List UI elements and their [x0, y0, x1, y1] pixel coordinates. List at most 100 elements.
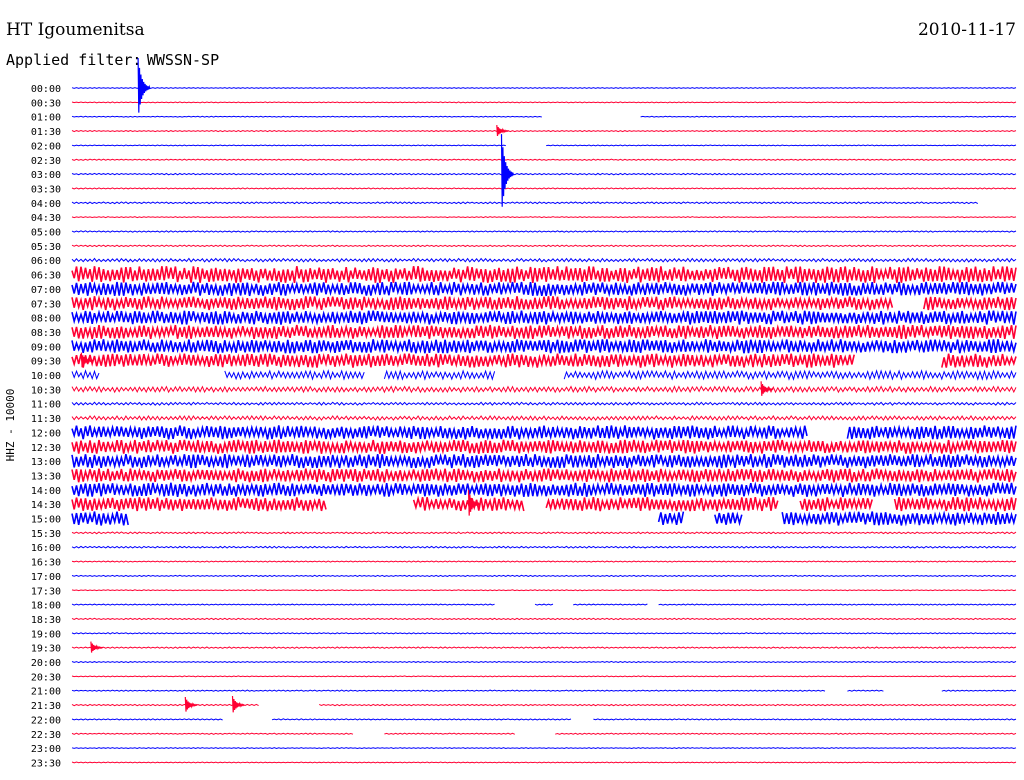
time-label: 18:30 [31, 615, 61, 626]
trace-line [71, 244, 1017, 248]
trace-line [71, 467, 1017, 484]
event-spike [184, 696, 198, 712]
time-label: 23:30 [31, 758, 61, 769]
time-label: 03:00 [31, 170, 61, 181]
trace-line [71, 632, 1017, 635]
time-label: 20:30 [31, 672, 61, 683]
time-label: 18:00 [31, 601, 61, 612]
time-label: 00:30 [31, 98, 61, 109]
trace-line [71, 338, 1017, 355]
trace-line [71, 294, 1017, 312]
time-label: 07:00 [31, 285, 61, 296]
time-label: 00:00 [31, 84, 61, 95]
trace-line [71, 574, 1017, 578]
trace-line [71, 187, 1017, 190]
time-label: 03:30 [31, 184, 61, 195]
time-label: 02:00 [31, 141, 61, 152]
event-spike [760, 381, 774, 396]
event-spike [231, 695, 245, 713]
time-label: 16:30 [31, 558, 61, 569]
time-label: 11:00 [31, 400, 61, 411]
trace-line [71, 87, 1017, 89]
trace-line [71, 646, 1017, 649]
time-label: 08:00 [31, 314, 61, 325]
time-label: 13:30 [31, 471, 61, 482]
trace-line [71, 281, 1017, 298]
trace-line [71, 617, 1017, 621]
trace-line [71, 401, 1017, 406]
time-label: 09:00 [31, 342, 61, 353]
filter-label: Applied filter: [6, 51, 142, 69]
trace-line [71, 216, 1017, 219]
trace-line [71, 309, 1017, 326]
trace-line [71, 703, 1017, 707]
time-label: 17:00 [31, 572, 61, 583]
event-spike [500, 134, 514, 207]
time-label: 06:00 [31, 256, 61, 267]
trace-line [71, 531, 1017, 535]
time-label: 15:30 [31, 529, 61, 540]
record-date: 2010-11-17 [917, 20, 1016, 40]
time-label: 20:00 [31, 658, 61, 669]
trace-line [71, 144, 1017, 147]
event-spike [80, 352, 94, 368]
trace-line [71, 495, 1017, 513]
time-label: 22:00 [31, 715, 61, 726]
time-label: 07:30 [31, 299, 61, 310]
trace-line [71, 660, 1017, 664]
trace-line [71, 560, 1017, 563]
trace-line [71, 718, 1017, 721]
trace-line [71, 230, 1017, 233]
time-label: 16:00 [31, 543, 61, 554]
trace-line [71, 510, 1017, 527]
filter-line: Applied filter: WWSSN-SP [6, 50, 219, 70]
trace-line [71, 385, 1017, 394]
trace-line [71, 414, 1017, 422]
trace-line [71, 481, 1017, 498]
trace-line [71, 424, 1017, 441]
trace-line [71, 158, 1017, 161]
trace-line [71, 115, 1017, 118]
time-label: 01:00 [31, 113, 61, 124]
filter-name: WWSSN-SP [146, 51, 220, 69]
time-label: 12:00 [31, 428, 61, 439]
time-label: 17:30 [31, 586, 61, 597]
time-label: 19:30 [31, 644, 61, 655]
trace-line [71, 369, 1017, 381]
trace-line [71, 323, 1017, 340]
trace-line [71, 129, 1017, 133]
time-label: 12:30 [31, 443, 61, 454]
event-spike [137, 57, 151, 113]
trace-line [71, 101, 1017, 104]
trace-line [71, 689, 1017, 692]
time-label: 01:30 [31, 127, 61, 138]
time-label: 14:30 [31, 500, 61, 511]
time-label: 15:00 [31, 515, 61, 526]
trace-line [71, 438, 1017, 456]
trace-line [71, 257, 1017, 263]
trace-line [71, 266, 1017, 284]
trace-line [71, 545, 1017, 549]
trace-line [71, 352, 1017, 369]
y-axis-label: HHZ - 10000 [4, 389, 17, 462]
trace-line [71, 589, 1017, 592]
trace-line [71, 453, 1017, 470]
trace-line [71, 172, 1017, 176]
time-label: 04:00 [31, 199, 61, 210]
trace-line [71, 675, 1017, 678]
trace-line [71, 761, 1017, 764]
event-spike [90, 641, 104, 653]
trace-line [71, 747, 1017, 750]
time-label: 19:00 [31, 629, 61, 640]
trace-line [71, 201, 979, 205]
time-label: 11:30 [31, 414, 61, 425]
time-label: 13:00 [31, 457, 61, 468]
time-label: 10:30 [31, 385, 61, 396]
time-label: 21:30 [31, 701, 61, 712]
station-title: HT Igoumenitsa [6, 20, 145, 40]
time-label: 23:00 [31, 744, 61, 755]
time-label: 05:00 [31, 228, 61, 239]
time-label: 22:30 [31, 730, 61, 741]
